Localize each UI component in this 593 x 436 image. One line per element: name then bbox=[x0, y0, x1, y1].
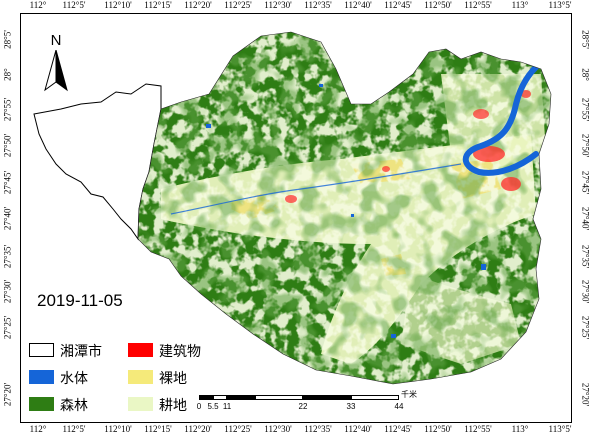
bottom-tick-label: 112°40' bbox=[344, 424, 372, 434]
right-tick-label: 27°50' bbox=[580, 133, 591, 158]
top-tick-label: 112° bbox=[29, 0, 47, 10]
top-tick-label: 112°35' bbox=[304, 0, 332, 10]
bottom-tick-label: 112°35' bbox=[304, 424, 332, 434]
legend-label: 湘潭市 bbox=[60, 344, 102, 360]
top-tick-label: 113° bbox=[511, 0, 529, 10]
legend-label: 水体 bbox=[60, 371, 88, 387]
legend-label: 耕地 bbox=[159, 398, 187, 414]
scale-label: 11 bbox=[222, 402, 232, 411]
bottom-tick-label: 112° bbox=[29, 424, 47, 434]
scale-label: 0 bbox=[196, 402, 202, 411]
left-tick-label: 27°40' bbox=[2, 206, 13, 231]
bottom-tick-label: 112°45' bbox=[384, 424, 412, 434]
bottom-tick-label: 112°5' bbox=[62, 424, 86, 434]
right-tick-label: 27°40' bbox=[580, 206, 591, 231]
scale-label: 33 bbox=[346, 402, 356, 411]
scale-label: 5.5 bbox=[207, 402, 219, 411]
top-tick-label: 112°30' bbox=[264, 0, 292, 10]
built-up-areas bbox=[285, 90, 531, 203]
left-tick-label: 27°45' bbox=[2, 170, 13, 195]
map-frame bbox=[20, 13, 572, 423]
scale-label: 22 bbox=[298, 402, 308, 411]
legend-swatch bbox=[29, 343, 54, 357]
right-tick-label: 27°30' bbox=[580, 279, 591, 304]
date-label: 2019-11-05 bbox=[37, 291, 123, 310]
right-tick-label: 27°45' bbox=[580, 170, 591, 195]
bottom-tick-label: 112°10' bbox=[104, 424, 132, 434]
bottom-tick-label: 112°15' bbox=[144, 424, 172, 434]
xiang-river bbox=[462, 56, 549, 176]
land-cover-map bbox=[33, 31, 552, 385]
right-tick-label: 28°5' bbox=[580, 30, 591, 49]
right-tick-label: 27°25' bbox=[580, 315, 591, 340]
scale-bar: 千米 0 5.5 11 22 33 44 bbox=[196, 390, 417, 415]
bottom-tick-label: 112°25' bbox=[224, 424, 252, 434]
top-tick-label: 112°10' bbox=[104, 0, 132, 10]
top-tick-label: 112°40' bbox=[344, 0, 372, 10]
bottom-tick-label: 112°55' bbox=[464, 424, 492, 434]
left-tick-label: 28°5' bbox=[2, 30, 13, 49]
top-tick-label: 113°5' bbox=[548, 0, 572, 10]
north-arrow: N bbox=[43, 32, 69, 92]
left-tick-label: 27°30' bbox=[2, 279, 13, 304]
right-tick-label: 27°55' bbox=[580, 97, 591, 122]
legend-swatch bbox=[128, 397, 153, 411]
bottom-tick-label: 113°5' bbox=[548, 424, 572, 434]
left-tick-label: 28° bbox=[2, 68, 13, 81]
left-tick-label: 27°20' bbox=[2, 382, 13, 407]
top-tick-label: 112°45' bbox=[384, 0, 412, 10]
tributary bbox=[170, 163, 462, 215]
top-tick-label: 112°20' bbox=[184, 0, 212, 10]
legend-label: 森林 bbox=[60, 398, 88, 414]
north-letter: N bbox=[50, 32, 62, 49]
legend-swatch bbox=[29, 370, 54, 384]
legend-swatch bbox=[128, 370, 153, 384]
left-tick-label: 27°55' bbox=[2, 97, 13, 122]
bottom-tick-label: 112°20' bbox=[184, 424, 212, 434]
bottom-tick-label: 113° bbox=[511, 424, 529, 434]
legend-label: 建筑物 bbox=[159, 344, 201, 360]
legend-label: 裸地 bbox=[159, 371, 187, 387]
legend-swatch bbox=[128, 343, 153, 357]
right-tick-label: 27°35' bbox=[580, 244, 591, 269]
north-arrow-icon bbox=[44, 50, 68, 92]
right-tick-label: 28° bbox=[580, 68, 591, 81]
scale-unit: 千米 bbox=[401, 390, 417, 399]
right-tick-label: 27°20' bbox=[580, 382, 591, 407]
left-tick-label: 27°35' bbox=[2, 244, 13, 269]
top-tick-label: 112°15' bbox=[144, 0, 172, 10]
top-tick-label: 112°5' bbox=[62, 0, 86, 10]
left-tick-label: 27°25' bbox=[2, 315, 13, 340]
left-tick-label: 27°50' bbox=[2, 133, 13, 158]
bottom-tick-label: 112°50' bbox=[424, 424, 452, 434]
legend-swatch bbox=[29, 397, 54, 411]
top-tick-label: 112°25' bbox=[224, 0, 252, 10]
top-tick-label: 112°50' bbox=[424, 0, 452, 10]
region-outline bbox=[137, 31, 552, 385]
scale-label: 44 bbox=[394, 402, 404, 411]
bottom-tick-label: 112°30' bbox=[264, 424, 292, 434]
top-tick-label: 112°55' bbox=[464, 0, 492, 10]
